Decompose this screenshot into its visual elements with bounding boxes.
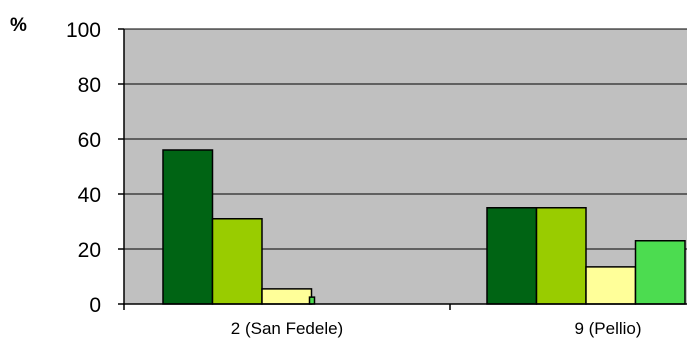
y-tick-label-80: 80: [78, 74, 101, 97]
bar-2-san-fedele--series-3: [261, 288, 313, 305]
y-tick-label-20: 20: [78, 239, 101, 262]
x-tick-labels: 2 (San Fedele) 9 (Pellio): [231, 319, 642, 338]
x-tick-label-1: 2 (San Fedele): [231, 319, 343, 338]
bar-9-pellio--series-4: [634, 240, 686, 305]
bar-2-san-fedele--series-1: [162, 149, 214, 305]
bar-2-san-fedele--series-2: [211, 218, 263, 305]
y-tick-label-60: 60: [78, 129, 101, 152]
bar-9-pellio--series-3: [585, 266, 637, 305]
y-tick-label-40: 40: [78, 184, 101, 207]
bar-9-pellio--series-1: [486, 207, 538, 305]
bar-2-san-fedele--series-4: [308, 296, 316, 305]
y-tick-label-0: 0: [89, 294, 101, 317]
bars: [162, 149, 686, 305]
y-tick-labels: 0 20 40 60 80 100: [66, 19, 101, 317]
y-axis-unit-label: %: [10, 15, 27, 36]
y-tick-label-100: 100: [66, 19, 101, 42]
axes: [118, 28, 687, 310]
x-tick-label-2: 9 (Pellio): [574, 319, 641, 338]
bar-9-pellio--series-2: [535, 207, 587, 305]
